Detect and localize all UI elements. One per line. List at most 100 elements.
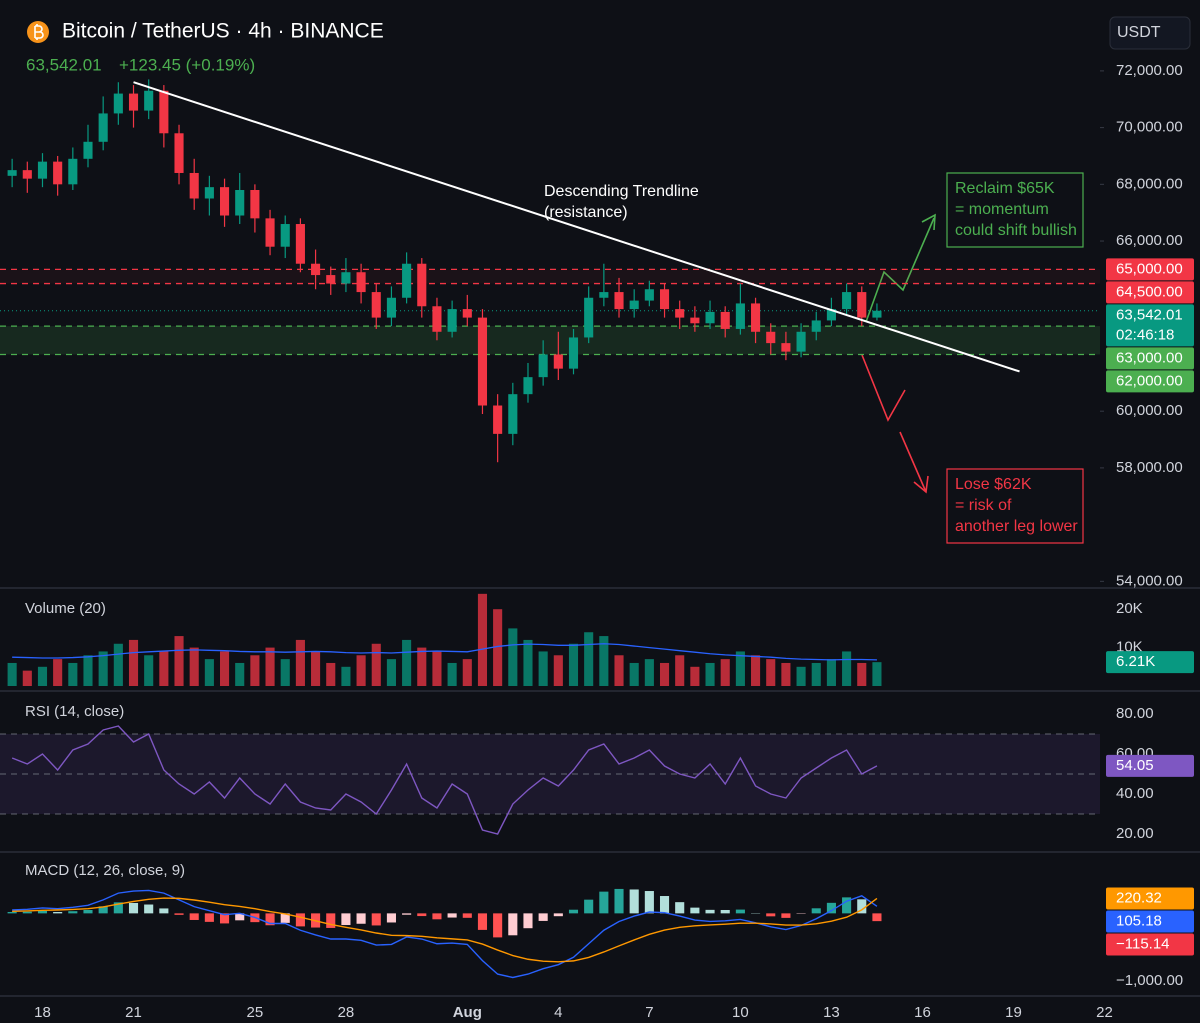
volume-bar [83, 655, 93, 686]
macd-hist-bar [842, 897, 852, 914]
candle-body [538, 354, 548, 378]
candle-body [705, 311, 715, 324]
macd-hist-bar [402, 913, 412, 915]
macd-hist-bar [386, 913, 396, 923]
candle-body [7, 170, 17, 176]
candle-body [128, 93, 139, 111]
level-label-box [1106, 281, 1194, 304]
volume-bar [128, 639, 139, 686]
volume-bar [37, 666, 48, 686]
volume-bar [402, 639, 412, 686]
candle-body [417, 263, 427, 307]
macd-hist-bar [659, 896, 670, 914]
volume-bar [295, 639, 305, 686]
level-label: 63,000.00 [1116, 349, 1183, 366]
y-tick-label: 54,000.00 [1116, 572, 1183, 589]
volume-bar [7, 662, 17, 686]
level-label-box [1106, 347, 1194, 370]
candle-body [22, 170, 32, 179]
candle-body [447, 309, 457, 332]
macd-line [12, 889, 878, 979]
annotation-text: Reclaim $65K [955, 180, 1055, 197]
annotation-text: = risk of [955, 497, 1012, 514]
macd-current-label: 220.32 [1116, 889, 1162, 906]
level-label-box [1106, 370, 1194, 393]
macd-hist-bar [568, 909, 579, 914]
rsi-line [11, 725, 878, 835]
candle-body [83, 141, 93, 159]
rsi-current-label-box [1106, 754, 1194, 777]
candle-body [675, 309, 685, 318]
volume-bar [584, 632, 594, 686]
volume-bar [204, 659, 214, 686]
macd-hist-bar [629, 889, 639, 914]
candle-body [341, 272, 351, 284]
candle-body [311, 263, 321, 276]
macd-hist-bar [326, 913, 336, 928]
trendline [133, 81, 1020, 373]
x-tick-label: 19 [1005, 1004, 1022, 1021]
macd-hist-bar [68, 911, 78, 914]
candle-body [53, 161, 63, 185]
candle-body [371, 292, 381, 318]
candle-body [68, 158, 78, 185]
separators [0, 587, 1200, 997]
macd-hist-bar [204, 913, 214, 922]
macd-hist-bar [584, 899, 594, 914]
annotation-text: Descending Trendline [544, 183, 699, 200]
candle-body [477, 317, 488, 406]
volume-bar [720, 659, 730, 686]
candle-body [189, 172, 199, 199]
candle-body [386, 297, 396, 318]
volume-bar [447, 662, 457, 686]
candle-body [265, 218, 275, 247]
macd-hist-bar [781, 913, 791, 918]
volume-bar [53, 659, 63, 686]
macd-hist-bar [720, 909, 730, 914]
level-label: 62,000.00 [1116, 372, 1183, 389]
volume-bar [22, 670, 32, 686]
volume-bar [356, 655, 366, 686]
currency-button[interactable] [1109, 16, 1191, 50]
macd-hist-bar [735, 909, 745, 914]
volume-bar [766, 659, 776, 686]
macd-hist-bar [235, 913, 245, 921]
volume-bar [826, 659, 836, 686]
volume-bar [311, 651, 321, 686]
volume-bar [857, 662, 867, 686]
y-tick-label: 40.00 [1116, 785, 1154, 802]
annotation-box [946, 468, 1084, 544]
level-label: 65,000.00 [1116, 260, 1183, 277]
volume-bar [690, 666, 700, 686]
macd-hist-bar [280, 913, 290, 923]
macd-hist-bar [113, 902, 123, 914]
y-tick-label: 20.00 [1116, 825, 1154, 842]
x-tick-label: 10 [732, 1004, 749, 1021]
candle-body [766, 331, 776, 344]
level-label-box [1106, 258, 1194, 281]
macd-hist-current-label: −115.14 [1116, 935, 1170, 952]
candle-body [826, 309, 836, 321]
volume-bar [523, 639, 533, 686]
candle-body [144, 90, 154, 111]
candle-body [811, 320, 821, 332]
volume-bar [493, 609, 503, 686]
volume-bar [508, 628, 518, 686]
candle-body [614, 292, 624, 310]
annotation-text: another leg lower [955, 518, 1078, 535]
candle-body [872, 310, 882, 318]
volume-bar [280, 659, 290, 686]
candle-body [174, 133, 184, 173]
volume-bar [842, 651, 852, 686]
volume-bar [872, 662, 882, 686]
currency-label[interactable]: USDT [1117, 24, 1161, 41]
macd-hist-bar [462, 913, 472, 918]
macd-current-label-box [1106, 910, 1194, 933]
volume-bar [235, 662, 245, 686]
macd-panel: MACD (12, 26, close, 9) −1,000.00 220.32 10… [7, 862, 1194, 989]
y-tick-label: −1,000.00 [1116, 972, 1183, 989]
y-tick-label: 60,000.00 [1116, 402, 1183, 419]
macd-current-label-box [1106, 887, 1194, 910]
support-zone [0, 326, 1100, 355]
candle-body [37, 161, 48, 179]
